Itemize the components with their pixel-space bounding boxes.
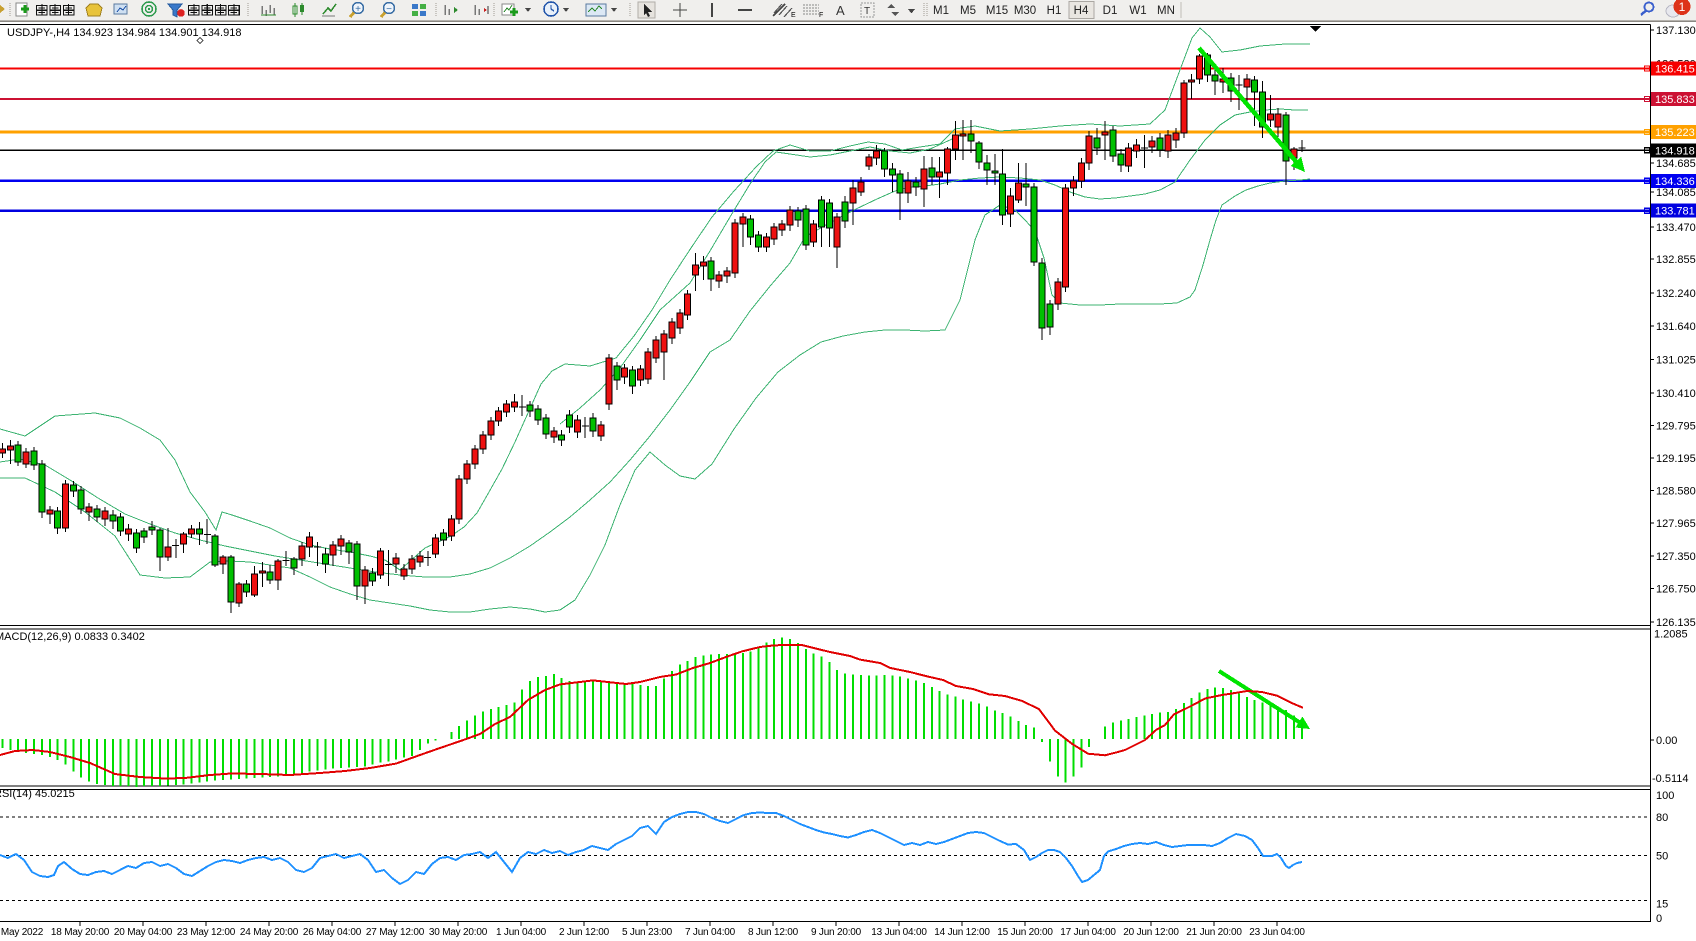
- svg-text:17 Jun 04:00: 17 Jun 04:00: [1060, 927, 1116, 938]
- svg-text:129.795: 129.795: [1656, 421, 1696, 433]
- svg-text:A: A: [836, 3, 845, 18]
- svg-text:27 May 12:00: 27 May 12:00: [366, 927, 425, 938]
- svg-text:136.415: 136.415: [1655, 64, 1695, 76]
- svg-text:9 Jun 20:00: 9 Jun 20:00: [811, 927, 862, 938]
- svg-text:1: 1: [1679, 0, 1686, 14]
- svg-text:134.336: 134.336: [1655, 176, 1695, 188]
- svg-text:F: F: [819, 12, 823, 19]
- svg-text:80: 80: [1656, 812, 1668, 824]
- svg-text:0.00: 0.00: [1656, 735, 1677, 747]
- svg-text:129.195: 129.195: [1656, 453, 1696, 465]
- svg-text:100: 100: [1656, 790, 1674, 802]
- svg-text:132.240: 132.240: [1656, 288, 1696, 300]
- svg-text:133.470: 133.470: [1656, 222, 1696, 234]
- svg-text:134.085: 134.085: [1656, 187, 1696, 199]
- svg-text:20 Jun 12:00: 20 Jun 12:00: [1123, 927, 1179, 938]
- svg-text:15 Jun 20:00: 15 Jun 20:00: [997, 927, 1053, 938]
- svg-text:1 Jun 04:00: 1 Jun 04:00: [496, 927, 547, 938]
- svg-text:127.965: 127.965: [1656, 518, 1696, 530]
- svg-text:MACD(12,26,9) 0.0833 0.3402: MACD(12,26,9) 0.0833 0.3402: [0, 631, 145, 643]
- svg-text:14 Jun 12:00: 14 Jun 12:00: [934, 927, 990, 938]
- svg-text:20 May 04:00: 20 May 04:00: [114, 927, 173, 938]
- svg-text:50: 50: [1656, 851, 1668, 863]
- svg-text:23 Jun 04:00: 23 Jun 04:00: [1249, 927, 1305, 938]
- svg-text:D1: D1: [1103, 5, 1118, 17]
- svg-text:8 Jun 12:00: 8 Jun 12:00: [748, 927, 799, 938]
- svg-text:May 2022: May 2022: [1, 927, 44, 938]
- svg-text:T: T: [864, 6, 870, 17]
- svg-text:135.223: 135.223: [1655, 127, 1695, 139]
- svg-text:+: +: [355, 4, 361, 15]
- svg-text:131.025: 131.025: [1656, 355, 1696, 367]
- svg-text:W1: W1: [1129, 5, 1146, 17]
- svg-text:M30: M30: [1014, 5, 1036, 17]
- svg-text:0: 0: [1656, 913, 1662, 925]
- svg-text:2 Jun 12:00: 2 Jun 12:00: [559, 927, 610, 938]
- svg-text:1.2085: 1.2085: [1654, 629, 1688, 641]
- svg-text:126.135: 126.135: [1656, 617, 1696, 629]
- svg-text:137.130: 137.130: [1656, 25, 1696, 37]
- svg-text:−: −: [386, 4, 392, 15]
- svg-text:18 May 20:00: 18 May 20:00: [51, 927, 110, 938]
- svg-text:134.918: 134.918: [1655, 145, 1695, 157]
- svg-text:26 May 04:00: 26 May 04:00: [303, 927, 362, 938]
- svg-text:H1: H1: [1047, 5, 1062, 17]
- svg-text:M1: M1: [933, 5, 949, 17]
- svg-text:RSI(14) 45.0215: RSI(14) 45.0215: [0, 788, 75, 800]
- svg-text:127.350: 127.350: [1656, 551, 1696, 563]
- svg-text:133.781: 133.781: [1655, 206, 1695, 218]
- svg-text:21 Jun 20:00: 21 Jun 20:00: [1186, 927, 1242, 938]
- svg-text:7 Jun 04:00: 7 Jun 04:00: [685, 927, 736, 938]
- svg-text:M15: M15: [986, 5, 1008, 17]
- svg-text:134.685: 134.685: [1656, 158, 1696, 170]
- svg-text:24 May 20:00: 24 May 20:00: [240, 927, 299, 938]
- svg-text:23 May 12:00: 23 May 12:00: [177, 927, 236, 938]
- svg-text:M5: M5: [960, 5, 976, 17]
- svg-text:30 May 20:00: 30 May 20:00: [429, 927, 488, 938]
- svg-text:132.855: 132.855: [1656, 254, 1696, 266]
- svg-text:131.640: 131.640: [1656, 321, 1696, 333]
- svg-text:15: 15: [1656, 898, 1668, 910]
- svg-text:126.750: 126.750: [1656, 584, 1696, 596]
- svg-text:135.833: 135.833: [1655, 94, 1695, 106]
- svg-text:130.410: 130.410: [1656, 388, 1696, 400]
- svg-text:5 Jun 23:00: 5 Jun 23:00: [622, 927, 673, 938]
- svg-text:E: E: [791, 12, 796, 19]
- svg-text:-0.5114: -0.5114: [1652, 773, 1689, 785]
- svg-text:13 Jun 04:00: 13 Jun 04:00: [871, 927, 927, 938]
- svg-text:MN: MN: [1157, 5, 1175, 17]
- svg-text:USDJPY-,H4 134.923 134.984 13: USDJPY-,H4 134.923 134.984 134.901 134.9…: [7, 27, 241, 39]
- svg-text:H4: H4: [1074, 5, 1089, 17]
- svg-text:128.580: 128.580: [1656, 485, 1696, 497]
